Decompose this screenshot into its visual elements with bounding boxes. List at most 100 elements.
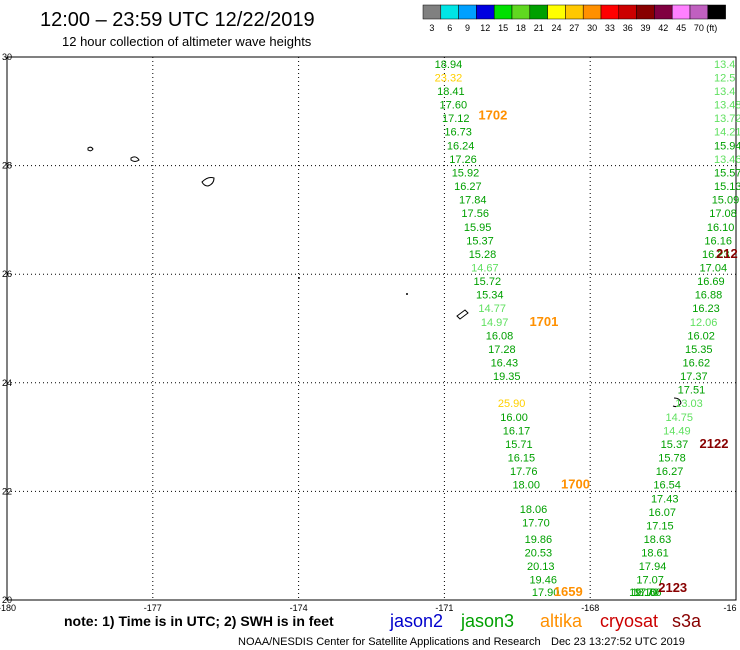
wave-height-label: 17.70 (522, 518, 550, 530)
wave-height-label: 20.53 (525, 548, 553, 560)
wave-height-label: 15.37 (466, 235, 494, 247)
legend-swatch (493, 4, 513, 20)
wave-height-label: 19.10 (629, 587, 657, 599)
pass-time-label: 1659 (554, 584, 583, 599)
legend-label: 39 (640, 23, 650, 33)
wave-height-label: 19.46 (529, 575, 557, 587)
legend-label: 24 (551, 23, 561, 33)
wave-height-label: 20.13 (527, 561, 555, 573)
wave-height-label: 16.15 (508, 453, 536, 465)
legend-label: 36 (623, 23, 633, 33)
page-title: 12:00 – 23:59 UTC 12/22/2019 (40, 9, 315, 31)
wave-height-label: 16.07 (649, 507, 677, 519)
wave-height-label: 17.12 (442, 113, 470, 125)
legend-swatch (654, 4, 673, 20)
pass-time-label: 2123 (658, 580, 687, 595)
legend-swatch (600, 4, 620, 20)
x-tick-label: -168 (581, 603, 599, 613)
wave-height-label: 14.21 (714, 127, 740, 139)
island-outline (87, 146, 94, 152)
y-tick-label: 24 (2, 378, 12, 388)
island-outline (201, 177, 215, 187)
island-dot (298, 277, 300, 279)
wave-height-label: 14.75 (666, 412, 694, 424)
legend-swatch (476, 4, 495, 20)
legend-swatch (511, 4, 531, 20)
color-legend: 3 6 9 12 15 18 21 24 27 30 33 36 39 42 45 70 (ft) (422, 4, 726, 33)
wave-height-label: 16.27 (656, 466, 684, 478)
wave-height-label: 16.54 (653, 480, 681, 492)
wave-height-label: 17.26 (449, 154, 477, 166)
x-tick-label: -171 (435, 603, 453, 613)
wave-height-label: 15.34 (476, 290, 504, 302)
generated-timestamp: Dec 23 13:27:52 UTC 2019 (551, 636, 685, 648)
mission-name: altika (540, 611, 583, 631)
pass-time-labels: 1702 1701 1700 1659 212 2122 2123 (478, 107, 737, 599)
wave-height-label: 17.76 (510, 466, 538, 478)
wave-height-label: 23.32 (435, 72, 463, 84)
wave-height-label: 17.43 (651, 493, 679, 505)
legend-swatch (458, 4, 477, 20)
legend-swatch (547, 4, 566, 20)
wave-height-label: 15.71 (505, 439, 533, 451)
wave-height-label: 18.06 (520, 504, 548, 516)
wave-height-label: 16.43 (491, 358, 519, 370)
wave-height-label: 18.61 (641, 548, 669, 560)
x-tick-label: -177 (144, 603, 162, 613)
wave-height-label: 14.49 (663, 425, 691, 437)
map-frame (6, 56, 737, 601)
page-subtitle: 12 hour collection of altimeter wave hei… (62, 34, 312, 49)
legend-swatch (582, 4, 602, 20)
x-tick-label: -180 (0, 603, 16, 613)
pass-time-label: 2122 (700, 436, 729, 451)
y-tick-label: 30 (2, 52, 12, 62)
wave-height-label: 16.24 (447, 140, 475, 152)
legend-label: 6 (447, 23, 452, 33)
legend-label: 27 (569, 23, 579, 33)
wave-height-label: 15.09 (712, 195, 740, 207)
wave-height-label: 15.72 (474, 276, 502, 288)
wave-height-label: 16.02 (687, 330, 715, 342)
legend-label: 15 (498, 23, 508, 33)
wave-height-label: 17.08 (709, 208, 737, 220)
wave-height-label: 14.67 (471, 262, 499, 274)
wave-height-label: 17.15 (646, 520, 674, 532)
wave-height-label: 14.97 (481, 317, 509, 329)
y-tick-label: 22 (2, 486, 12, 496)
wave-height-label: 17.60 (440, 100, 468, 112)
wave-height-label: 15.92 (452, 167, 480, 179)
legend-swatch (529, 4, 548, 20)
legend-label: 33 (605, 23, 615, 33)
wave-height-label: 16.73 (444, 127, 472, 139)
wave-height-label: 18.70 (632, 587, 660, 599)
wave-height-label: 18.94 (435, 59, 463, 71)
legend-swatch (689, 4, 709, 20)
wave-height-label: 16.16 (704, 235, 732, 247)
wave-height-label: 17.94 (639, 561, 667, 573)
mission-legend: jason2 jason3 altika cryosat s3a (389, 611, 702, 631)
legend-unit: (ft) (706, 23, 717, 33)
footer: note: 1) Time is in UTC; 2) SWH is in fe… (64, 611, 702, 648)
wave-height-label: 19.86 (525, 534, 553, 546)
wave-height-label: 18.00 (512, 480, 540, 492)
legend-label: 9 (465, 23, 470, 33)
wave-height-label: 25.90 (498, 398, 526, 410)
legend-swatch (440, 4, 459, 20)
wave-height-label: 16.10 (707, 222, 735, 234)
mission-name: jason2 (389, 611, 443, 631)
y-tick-label: 26 (2, 269, 12, 279)
legend-label: 30 (587, 23, 597, 33)
legend-swatch (618, 4, 637, 20)
pass-time-label: 212 (716, 246, 738, 261)
wave-height-label: 18.63 (644, 534, 672, 546)
wave-height-label: 16.23 (692, 303, 720, 315)
mission-name: s3a (672, 611, 702, 631)
wave-height-label: 15.57 (714, 167, 740, 179)
wave-height-label: 13.48 (714, 100, 740, 112)
legend-swatch (422, 4, 442, 20)
wave-height-label: 18.41 (437, 86, 465, 98)
wave-height-label: 15.95 (464, 222, 492, 234)
island-outline (672, 397, 682, 408)
